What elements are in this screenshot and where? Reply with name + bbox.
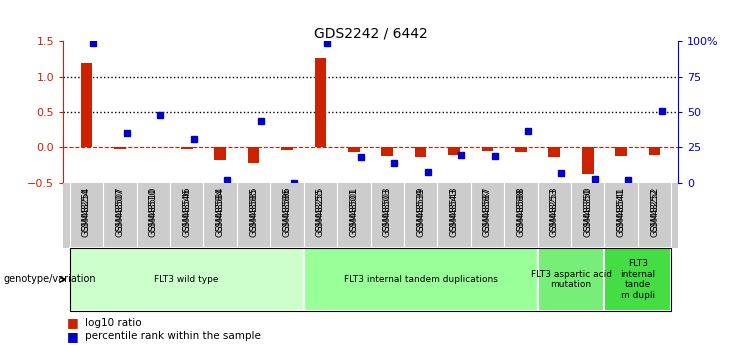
Text: GSM48253: GSM48253	[550, 186, 559, 231]
Text: GSM48254: GSM48254	[82, 186, 91, 231]
Text: GSM48507: GSM48507	[116, 188, 124, 237]
Bar	[582, 148, 594, 174]
Bar	[649, 148, 660, 155]
Text: GSM48585: GSM48585	[249, 186, 258, 231]
Text: GSM48588: GSM48588	[516, 188, 525, 237]
Text: GSM48586: GSM48586	[282, 188, 291, 237]
Bar	[605, 248, 671, 310]
Text: GSM48507: GSM48507	[116, 186, 124, 231]
Text: GSM48252: GSM48252	[650, 188, 659, 237]
Text: GSM48253: GSM48253	[550, 188, 559, 237]
Bar	[70, 248, 304, 310]
Bar	[81, 63, 92, 148]
Text: GSM48586: GSM48586	[282, 186, 291, 232]
Bar	[615, 148, 627, 156]
Text: GSM48541: GSM48541	[617, 188, 625, 237]
Text: GSM48539: GSM48539	[416, 188, 425, 237]
Text: GSM48587: GSM48587	[483, 188, 492, 237]
Text: GSM48584: GSM48584	[216, 186, 225, 231]
Bar	[448, 148, 460, 155]
Text: GSM48587: GSM48587	[483, 186, 492, 232]
Bar	[214, 148, 226, 160]
Text: GSM48501: GSM48501	[349, 188, 359, 237]
Text: GSM48539: GSM48539	[416, 186, 425, 231]
Text: genotype/variation: genotype/variation	[4, 275, 96, 284]
Text: GSM48503: GSM48503	[382, 188, 392, 237]
Text: GSM48255: GSM48255	[316, 188, 325, 237]
Bar	[114, 148, 126, 149]
Text: GSM48546: GSM48546	[182, 186, 191, 231]
Text: GSM48546: GSM48546	[182, 188, 191, 237]
Text: GSM48350: GSM48350	[583, 188, 592, 237]
Text: FLT3 wild type: FLT3 wild type	[154, 275, 219, 284]
Bar	[482, 148, 494, 151]
Text: GSM48501: GSM48501	[349, 186, 359, 231]
Text: GSM48541: GSM48541	[617, 186, 625, 231]
Bar	[314, 58, 326, 148]
Text: GSM48254: GSM48254	[82, 188, 91, 237]
Bar	[382, 148, 393, 156]
Text: FLT3 internal tandem duplications: FLT3 internal tandem duplications	[344, 275, 497, 284]
Title: GDS2242 / 6442: GDS2242 / 6442	[313, 26, 428, 40]
Bar	[548, 148, 560, 157]
Bar	[147, 147, 159, 148]
Text: GSM48543: GSM48543	[450, 188, 459, 237]
Bar	[538, 248, 605, 310]
Text: GSM48350: GSM48350	[583, 186, 592, 231]
Bar	[247, 148, 259, 163]
Text: GSM48585: GSM48585	[249, 188, 258, 237]
Text: GSM48543: GSM48543	[450, 186, 459, 231]
Bar	[415, 148, 427, 157]
Bar	[304, 248, 538, 310]
Text: ■: ■	[67, 330, 79, 343]
Text: GSM48255: GSM48255	[316, 186, 325, 231]
Text: GSM48510: GSM48510	[149, 186, 158, 231]
Text: FLT3 aspartic acid
mutation: FLT3 aspartic acid mutation	[531, 270, 611, 289]
Bar	[348, 148, 359, 152]
Text: ■: ■	[67, 316, 79, 329]
Bar	[515, 148, 527, 152]
Text: log10 ratio: log10 ratio	[85, 318, 142, 327]
Bar	[181, 148, 193, 149]
Text: GSM48503: GSM48503	[382, 186, 392, 231]
Text: GSM48252: GSM48252	[650, 186, 659, 231]
Bar	[281, 148, 293, 150]
Text: GSM48588: GSM48588	[516, 186, 525, 232]
Text: percentile rank within the sample: percentile rank within the sample	[85, 332, 261, 341]
Text: FLT3
internal
tande
m dupli: FLT3 internal tande m dupli	[620, 259, 656, 299]
Text: GSM48510: GSM48510	[149, 188, 158, 237]
Text: GSM48584: GSM48584	[216, 188, 225, 237]
